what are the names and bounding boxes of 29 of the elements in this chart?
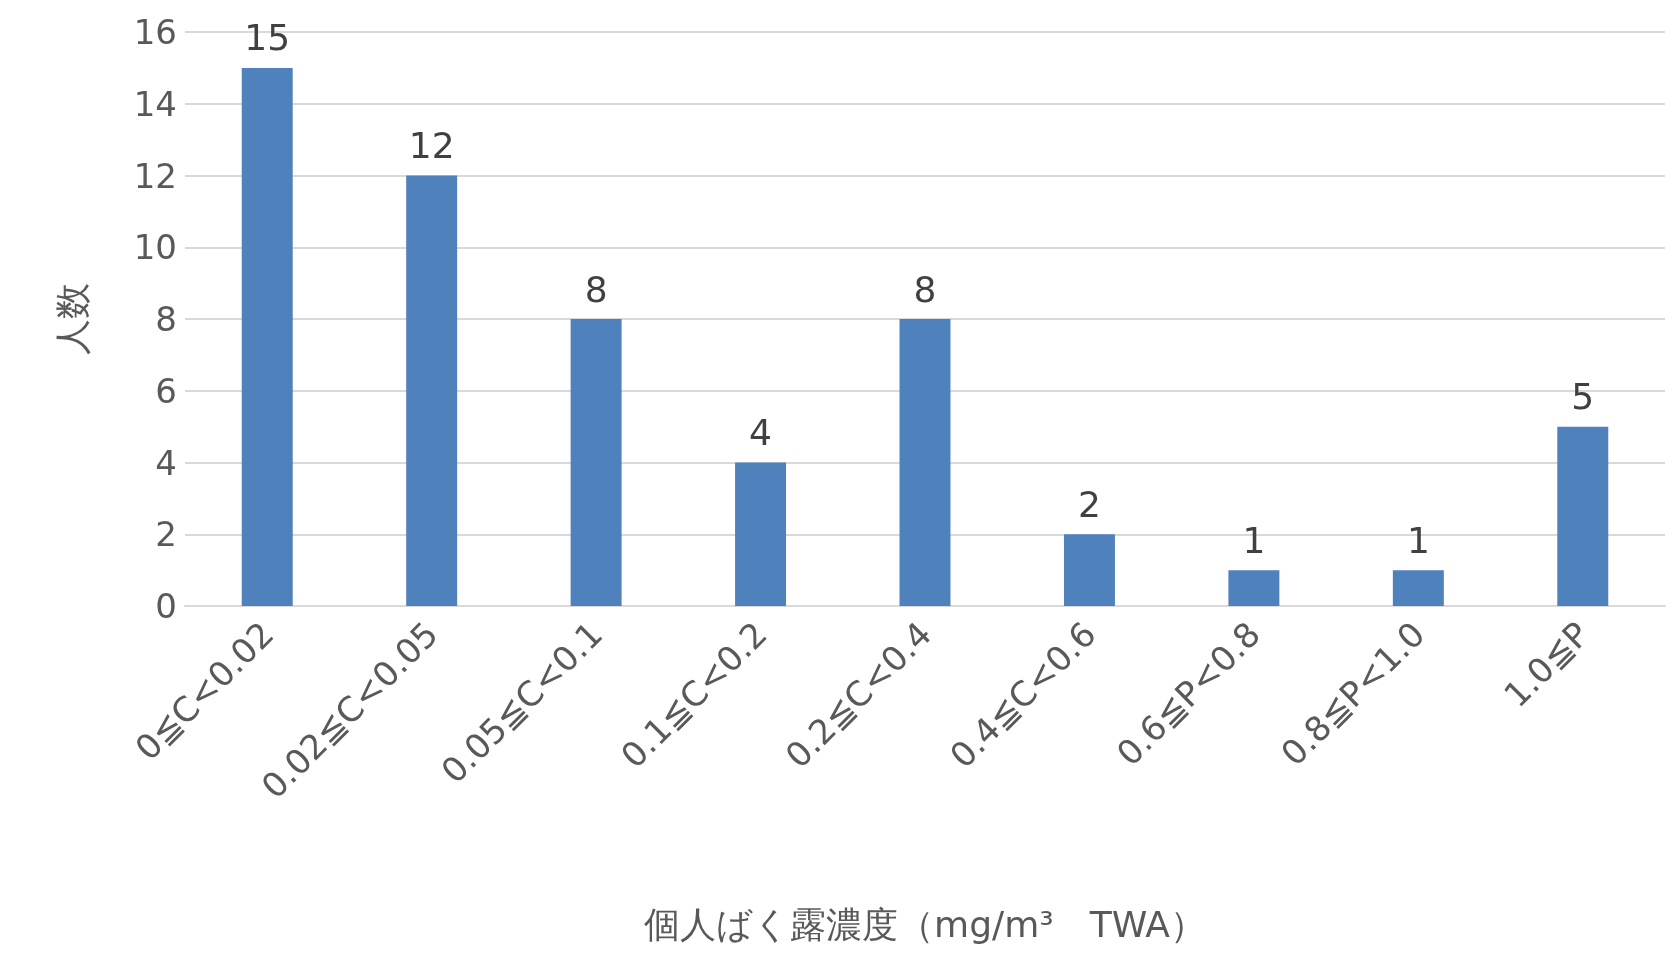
y-tick-label: 12 [133, 155, 177, 196]
y-tick-label: 4 [155, 442, 177, 483]
bar [735, 462, 787, 606]
y-tick-label: 6 [155, 370, 177, 411]
data-label: 1 [1242, 519, 1266, 561]
y-tick-label: 14 [133, 83, 177, 124]
data-label: 2 [1077, 483, 1101, 525]
data-label: 1 [1406, 519, 1430, 561]
bar [1228, 570, 1280, 606]
y-tick-label: 8 [155, 299, 177, 339]
y-axis-title: 人数 [51, 283, 93, 355]
bar [570, 319, 622, 606]
data-label: 8 [584, 268, 608, 310]
bar [1392, 570, 1444, 606]
data-label: 5 [1571, 376, 1595, 418]
y-tick-label: 2 [155, 514, 177, 555]
y-tick-label: 0 [155, 586, 177, 626]
data-label: 12 [408, 125, 455, 166]
bar [899, 319, 951, 606]
y-tick-label: 16 [133, 12, 177, 52]
data-label: 4 [749, 412, 773, 453]
y-tick-label: 10 [133, 227, 177, 268]
x-axis-title: 個人ばく露濃度（mg/m³ TWA） [644, 903, 1206, 945]
bar [406, 175, 458, 606]
bar [241, 67, 293, 606]
bar [1557, 426, 1609, 606]
data-label: 8 [913, 268, 937, 310]
bar [1063, 534, 1115, 606]
data-label: 15 [244, 17, 291, 59]
